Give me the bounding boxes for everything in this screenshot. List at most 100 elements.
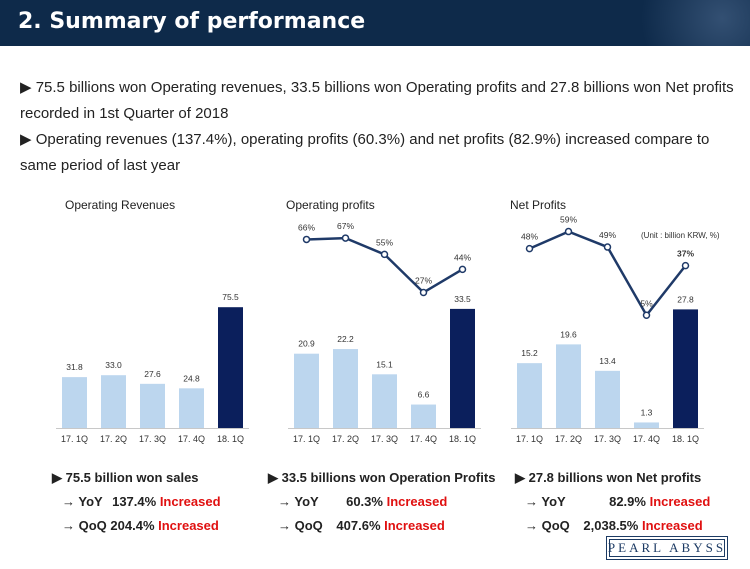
- chart-title: Net Profits: [510, 198, 566, 212]
- bar-value-label: 24.8: [183, 373, 200, 383]
- bar-174Q: [179, 388, 204, 428]
- bar-181Q: [673, 309, 698, 428]
- margin-point: [380, 250, 389, 259]
- bar-value-label: 27.6: [144, 369, 161, 379]
- highlights: ▶ 75.5 billions won Operating revenues, …: [20, 75, 735, 179]
- bar-171Q: [517, 363, 542, 428]
- bar-value-label: 20.9: [298, 339, 315, 349]
- qoq-label: → QoQ: [278, 518, 323, 533]
- margin-label: 5%: [640, 298, 653, 308]
- margin-point: [419, 288, 428, 297]
- margin-point: [564, 227, 573, 236]
- summary-net-profits: ▶ 27.8 billions won Net profits → YoY 82…: [515, 466, 710, 538]
- margin-point: [603, 243, 612, 251]
- x-tick-label: 17. 1Q: [516, 434, 543, 444]
- x-tick-label: 18. 1Q: [217, 434, 244, 444]
- qoq-status: Increased: [641, 518, 703, 533]
- qoq-label: → QoQ: [62, 518, 107, 533]
- margin-label: 55%: [376, 237, 393, 247]
- bar-171Q: [62, 377, 87, 428]
- x-tick-label: 17. 2Q: [100, 434, 127, 444]
- margin-point: [341, 234, 350, 242]
- yoy-status: Increased: [649, 494, 711, 509]
- margin-point: [642, 311, 651, 319]
- yoy-value: 82.9%: [609, 494, 646, 509]
- bar-172Q: [101, 375, 126, 428]
- x-tick-label: 17. 3Q: [371, 434, 398, 444]
- x-tick-label: 17. 4Q: [633, 434, 660, 444]
- bar-value-label: 6.6: [418, 390, 430, 400]
- yoy-label: → YoY: [278, 494, 319, 509]
- qoq-status: Increased: [384, 518, 445, 533]
- margin-label: 49%: [599, 230, 616, 240]
- margin-label: 59%: [560, 215, 577, 225]
- summary-headline: ▶ 27.8 billions won Net profits: [515, 470, 702, 485]
- page-title: 2. Summary of performance: [18, 9, 366, 34]
- bar-value-label: 1.3: [641, 407, 653, 417]
- margin-label: 66%: [298, 222, 315, 232]
- qoq-value: 2,038.5%: [583, 518, 639, 533]
- summary-headline: ▶ 33.5 billions won Operation Profits: [268, 470, 496, 485]
- bar-value-label: 33.0: [105, 360, 122, 370]
- yoy-label: → YoY: [525, 494, 566, 509]
- qoq-value: 204.4%: [110, 518, 155, 533]
- margin-label: 27%: [415, 275, 432, 285]
- highlight-line-2: ▶ Operating revenues (137.4%), operating…: [20, 131, 710, 174]
- summary-revenues: ▶ 75.5 billion won sales → YoY 137.4% In…: [52, 466, 221, 538]
- highlight-line-1: ▶ 75.5 billions won Operating revenues, …: [20, 79, 734, 122]
- bar-173Q: [595, 370, 620, 428]
- x-tick-label: 17. 2Q: [555, 434, 582, 444]
- bar-173Q: [372, 374, 397, 428]
- x-tick-label: 17. 3Q: [594, 434, 621, 444]
- bar-172Q: [556, 344, 581, 428]
- bar-172Q: [333, 349, 358, 428]
- bar-181Q: [450, 308, 475, 428]
- bar-value-label: 31.8: [66, 362, 83, 372]
- qoq-label: → QoQ: [525, 518, 570, 533]
- x-tick-label: 17. 4Q: [178, 434, 205, 444]
- x-tick-label: 17. 1Q: [61, 434, 88, 444]
- bar-181Q: [218, 307, 243, 428]
- bar-value-label: 15.2: [521, 348, 538, 358]
- title-bar: 2. Summary of performance: [0, 0, 750, 46]
- summary-headline: ▶ 75.5 billion won sales: [52, 470, 199, 485]
- header-decoration: [610, 0, 750, 46]
- bar-value-label: 22.2: [337, 334, 354, 344]
- x-tick-label: 17. 2Q: [332, 434, 359, 444]
- summary-operating-profits: ▶ 33.5 billions won Operation Profits → …: [268, 466, 495, 538]
- margin-point: [458, 265, 467, 274]
- margin-point: [525, 244, 534, 253]
- bar-173Q: [140, 383, 165, 428]
- margin-point: [302, 235, 311, 244]
- bar-171Q: [294, 353, 319, 428]
- yoy-label: → YoY: [62, 494, 103, 509]
- financial-charts: (Unit : billion KRW, %) Operating Revenu…: [56, 198, 720, 444]
- unit-note: (Unit : billion KRW, %): [641, 231, 720, 240]
- margin-label: 67%: [337, 221, 354, 231]
- yoy-value: 60.3%: [346, 494, 383, 509]
- bar-value-label: 27.8: [677, 294, 694, 304]
- bar-value-label: 15.1: [376, 359, 393, 369]
- qoq-value: 407.6%: [336, 518, 381, 533]
- company-logo: PEARL ABYSS: [606, 536, 728, 560]
- margin-label: 44%: [454, 252, 471, 262]
- yoy-status: Increased: [159, 494, 221, 509]
- chart-title: Operating Revenues: [65, 198, 175, 212]
- chart-title: Operating profits: [286, 198, 375, 212]
- qoq-status: Increased: [158, 518, 219, 533]
- x-tick-label: 17. 1Q: [293, 434, 320, 444]
- yoy-status: Increased: [386, 494, 448, 509]
- bar-174Q: [411, 404, 436, 428]
- x-tick-label: 18. 1Q: [449, 434, 476, 444]
- margin-point: [681, 261, 690, 270]
- x-tick-label: 17. 3Q: [139, 434, 166, 444]
- x-tick-label: 18. 1Q: [672, 434, 699, 444]
- bar-value-label: 33.5: [454, 294, 471, 304]
- x-tick-label: 17. 4Q: [410, 434, 437, 444]
- margin-label: 48%: [521, 232, 538, 242]
- yoy-value: 137.4%: [112, 494, 157, 509]
- bar-value-label: 19.6: [560, 329, 577, 339]
- bar-value-label: 75.5: [222, 292, 239, 302]
- bar-174Q: [634, 422, 659, 428]
- margin-label: 37%: [677, 249, 694, 259]
